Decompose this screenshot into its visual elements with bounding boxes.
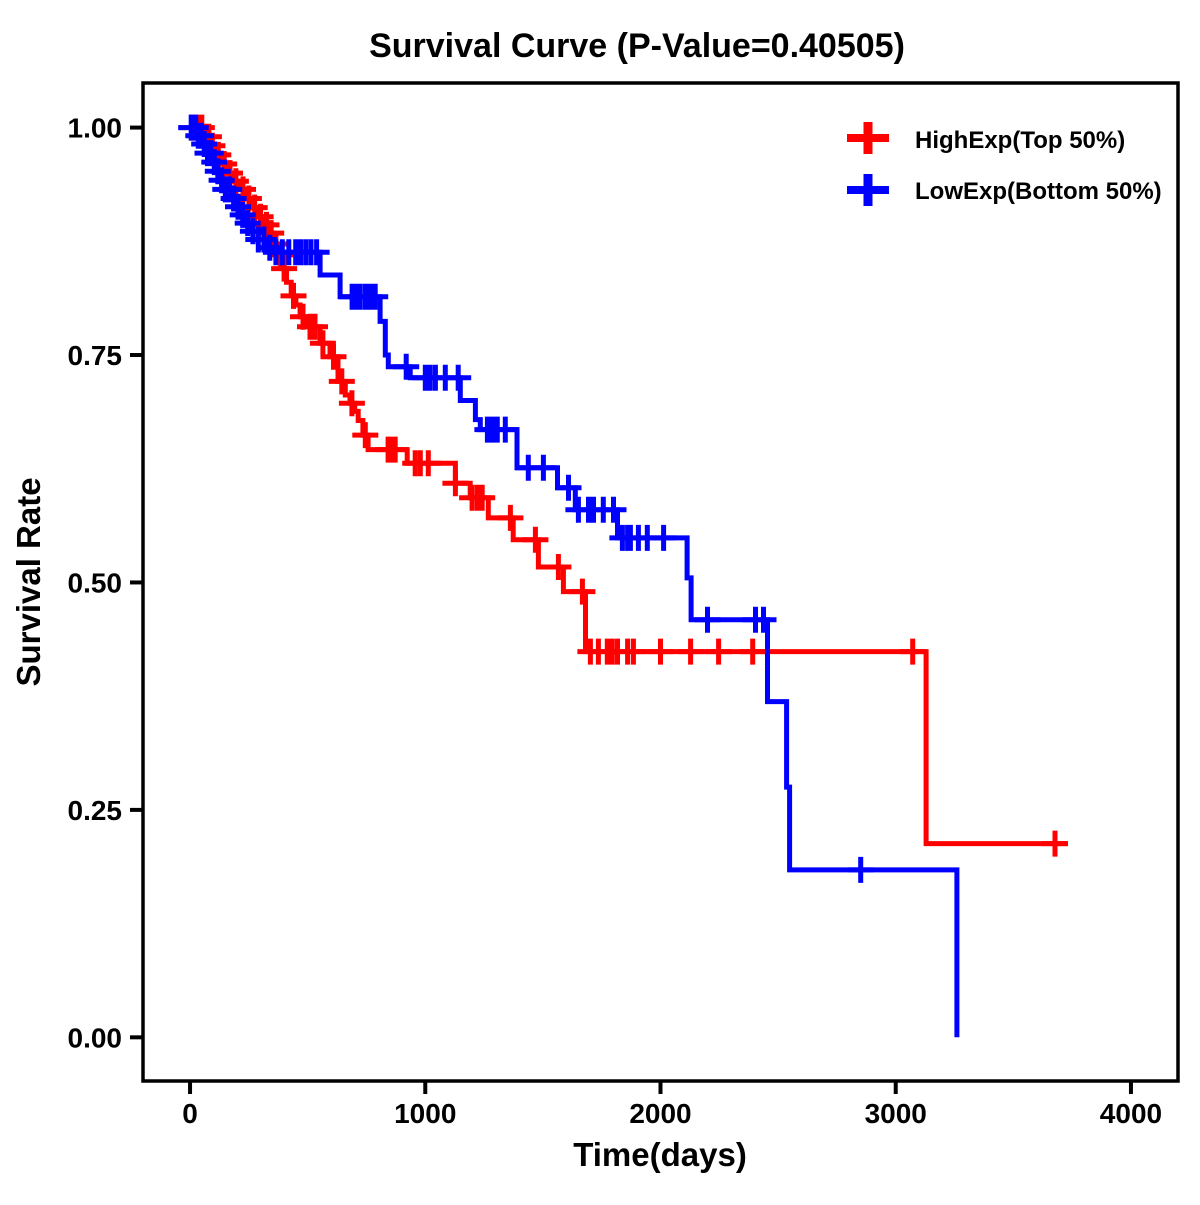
y-tick-label: 0.50 [68, 567, 123, 598]
x-tick-label: 2000 [629, 1098, 691, 1129]
y-tick-label: 1.00 [68, 113, 123, 144]
highexp-censor-marks [178, 114, 1068, 857]
y-axis-title: Survival Rate [10, 477, 47, 686]
legend-plus-icon-highexp [847, 122, 889, 154]
y-tick-label: 0.75 [68, 340, 123, 371]
y-axis-ticks: 0.00 0.25 0.50 0.75 1.00 [68, 113, 143, 1053]
legend-item-lowexp: LowExp(Bottom 50%) [847, 174, 1162, 206]
chart-title: Survival Curve (P-Value=0.40505) [369, 27, 905, 65]
legend-label-lowexp: LowExp(Bottom 50%) [915, 178, 1162, 205]
legend-plus-icon-lowexp [847, 174, 889, 206]
x-axis-title: Time(days) [573, 1136, 747, 1173]
highexp-curve [190, 125, 1068, 847]
x-tick-label: 0 [182, 1098, 198, 1129]
legend-label-highexp: HighExp(Top 50%) [915, 127, 1125, 154]
x-axis-ticks: 0 1000 2000 3000 4000 [182, 1081, 1162, 1129]
plot-border [141, 81, 1180, 1083]
y-tick-label: 0.25 [68, 795, 123, 826]
legend: HighExp(Top 50%) LowExp(Bottom 50%) [847, 122, 1162, 206]
lowexp-censor-marks [178, 114, 874, 883]
x-tick-label: 3000 [865, 1098, 927, 1129]
y-tick-label: 0.00 [68, 1022, 123, 1053]
x-tick-label: 1000 [394, 1098, 456, 1129]
legend-item-highexp: HighExp(Top 50%) [847, 122, 1125, 154]
x-tick-label: 4000 [1100, 1098, 1162, 1129]
survival-curves [178, 114, 1068, 1038]
